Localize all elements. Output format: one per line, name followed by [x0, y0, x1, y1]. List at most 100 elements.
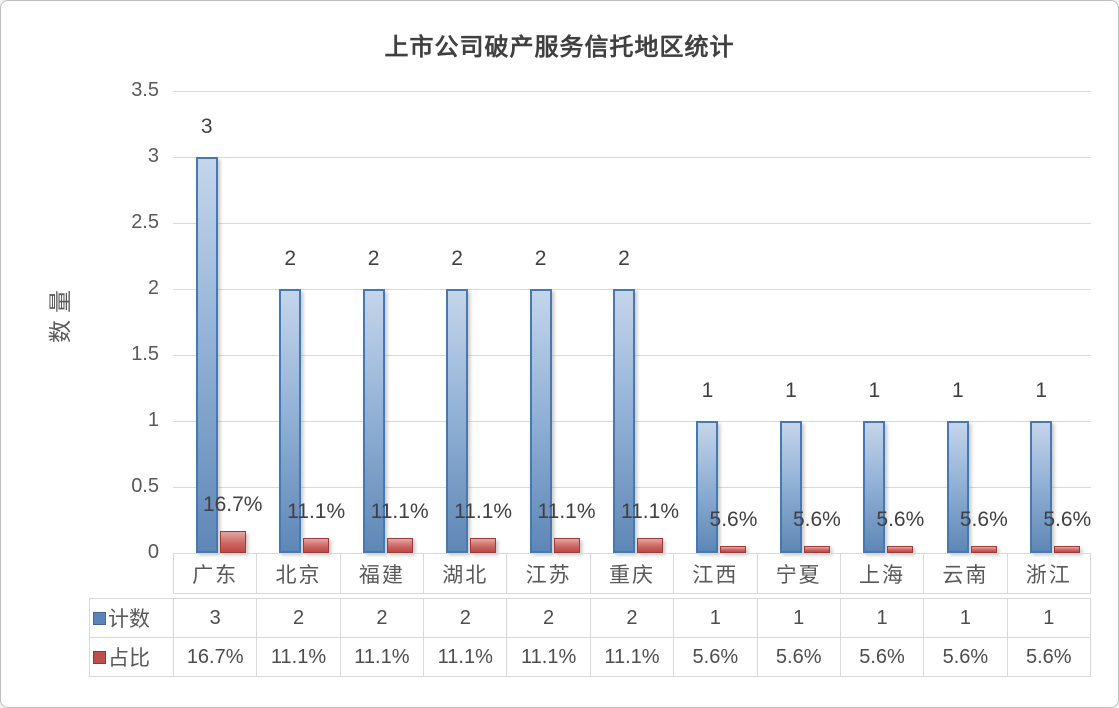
count-bar: [696, 421, 719, 553]
count-bar: [613, 289, 635, 553]
percent-data-label: 5.6%: [876, 507, 925, 531]
count-bar: [195, 157, 218, 553]
count-data-label: 1: [868, 379, 881, 402]
data-table-value: 3: [174, 599, 258, 637]
y-axis-tick-label: 1.5: [131, 343, 159, 365]
count-data-label: 1: [785, 379, 797, 402]
data-table-value: 1: [841, 599, 925, 637]
percent-bar: [887, 545, 914, 553]
x-axis-category-label: 北京: [257, 554, 341, 593]
data-table-value: 2: [341, 599, 425, 637]
percent-data-label: 16.7%: [202, 492, 263, 516]
count-bar: [946, 421, 969, 553]
x-axis-category-label: 上海: [841, 554, 925, 593]
y-axis-tick-label: 1: [147, 409, 159, 431]
percent-data-label: 11.1%: [370, 500, 429, 524]
count-data-label: 1: [951, 379, 964, 402]
data-table-value: 1: [674, 599, 758, 637]
count-data-label: 3: [200, 115, 213, 138]
data-table-value: 2: [507, 599, 591, 637]
x-axis-category-label: 湖北: [424, 554, 508, 593]
y-axis-tick-label: 0.5: [131, 475, 159, 497]
data-table-value: 11.1%: [257, 638, 341, 676]
x-axis-category-label: 浙江: [1025, 562, 1072, 587]
data-table-value: 11.1%: [507, 638, 591, 676]
percent-data-label: 11.1%: [454, 500, 513, 524]
count-bar: [279, 289, 302, 553]
y-axis-tick-label: 3.5: [131, 79, 159, 101]
gridline: [173, 157, 1091, 158]
data-table-value: 16.7%: [174, 638, 258, 676]
data-table-value: 5.6%: [841, 638, 925, 676]
percent-bar: [470, 538, 497, 553]
percent-data-label: 5.6%: [1043, 507, 1092, 531]
data-table-value: 2: [257, 599, 341, 637]
data-table-value: 5.6%: [674, 638, 758, 676]
series-name: 计数: [108, 607, 150, 631]
gridline: [173, 91, 1091, 92]
percent-bar: [219, 530, 246, 553]
percent-bar: [803, 545, 830, 553]
data-table-value: 11.1%: [424, 638, 508, 676]
data-table-value: 5.6%: [1025, 645, 1072, 668]
data-table-value: 1: [924, 599, 1008, 637]
data-table-value: 2: [424, 599, 508, 637]
data-table-value: 2: [591, 599, 675, 637]
data-table-value: 5.6%: [758, 638, 841, 676]
gridline: [173, 223, 1091, 224]
count-data-label: 2: [367, 247, 380, 270]
y-axis-tick-label: 3: [147, 145, 159, 167]
series-name: 占比: [108, 646, 150, 670]
data-table-value: 11.1%: [341, 638, 425, 676]
percent-data-label: 5.6%: [792, 507, 841, 531]
percent-data-label: 11.1%: [621, 500, 679, 524]
x-axis-category-strip: 广东 北京 福建 湖北 江苏 重庆 江西 宁夏 上海 云南 浙江: [173, 553, 1091, 594]
data-table-row: 计数 3 2 2 2 2 2 1 1 1 1 1: [89, 598, 1091, 638]
x-axis-category-label: 云南: [924, 554, 1008, 593]
count-bar: [863, 421, 886, 553]
data-table-row: 占比 16.7% 11.1% 11.1% 11.1% 11.1% 11.1% 5.6% 5.6%…: [89, 637, 1091, 677]
percent-bar: [553, 538, 580, 553]
percent-bar: [303, 538, 330, 553]
count-data-label: 1: [1035, 379, 1048, 402]
legend-swatch-icon: [93, 611, 106, 625]
count-bar: [779, 421, 802, 553]
percent-data-label: 11.1%: [537, 500, 596, 524]
percent-data-label: 11.1%: [287, 500, 346, 524]
x-axis-category-label: 重庆: [591, 554, 675, 593]
count-data-label: 2: [534, 247, 547, 270]
data-table-value: 11.1%: [591, 638, 675, 676]
series-legend-label: 占比: [90, 638, 174, 676]
series-legend-label: 计数: [90, 599, 174, 637]
legend-swatch-icon: [93, 650, 106, 664]
percent-bar: [1054, 545, 1081, 553]
percent-data-label: 5.6%: [709, 507, 758, 531]
chart-title: 上市公司破产服务信托地区统计: [384, 35, 735, 61]
data-table-value: 5.6%: [924, 638, 1008, 676]
count-data-label: 2: [284, 247, 297, 270]
count-bar: [529, 289, 552, 553]
count-data-label: 1: [701, 379, 714, 402]
count-data-label: 2: [451, 247, 463, 270]
x-axis-category-label: 广东: [174, 554, 258, 593]
x-axis-category-label: 江苏: [507, 554, 591, 593]
percent-bar: [637, 538, 663, 553]
data-table-value: 1: [1043, 606, 1055, 629]
y-axis-tick-label: 0: [147, 541, 159, 563]
data-table-value: 1: [758, 599, 841, 637]
percent-bar: [970, 545, 997, 553]
count-data-label: 2: [618, 247, 630, 270]
percent-bar: [720, 545, 747, 553]
count-bar: [446, 289, 469, 553]
x-axis-category-label: 宁夏: [758, 554, 841, 593]
count-bar: [362, 289, 385, 553]
x-axis-category-label: 江西: [674, 554, 758, 593]
y-axis-tick-label: 2.5: [131, 211, 159, 233]
percent-data-label: 5.6%: [959, 507, 1008, 531]
count-bar: [1030, 421, 1053, 553]
x-axis-category-label: 福建: [341, 554, 425, 593]
y-axis-tick-label: 2: [147, 277, 159, 299]
percent-bar: [386, 538, 413, 553]
